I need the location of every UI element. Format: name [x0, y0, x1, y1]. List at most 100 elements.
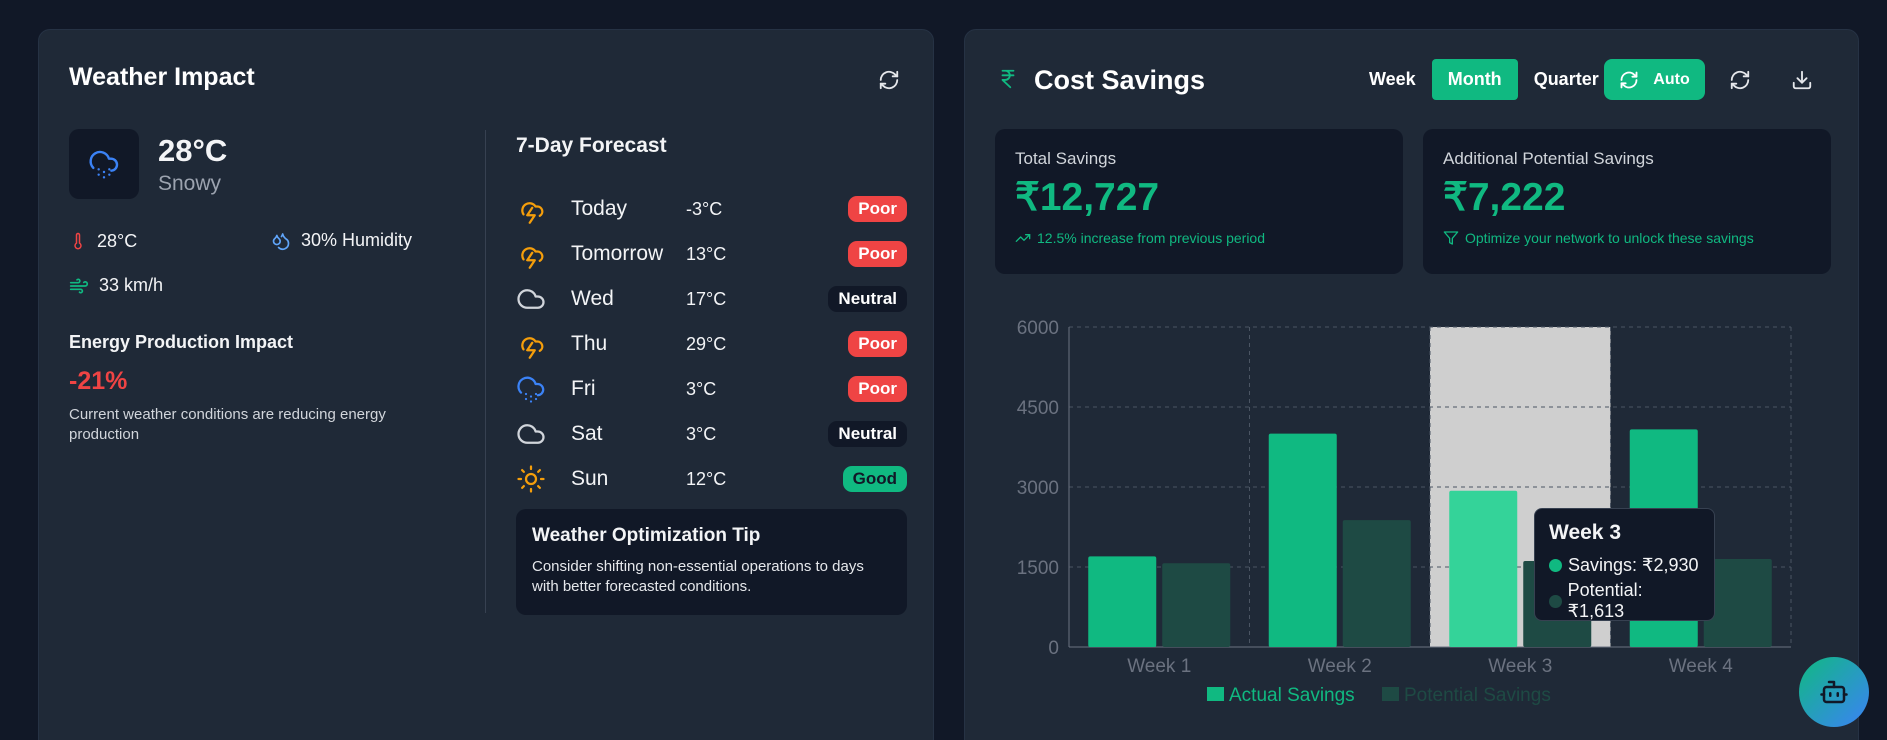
potential-savings-bar — [1342, 520, 1411, 647]
total-savings-card: Total Savings ₹12,727 12.5% increase fro… — [995, 129, 1403, 274]
y-tick-label: 6000 — [1017, 318, 1059, 339]
bot-icon — [1820, 680, 1848, 704]
auto-refresh-button[interactable]: Auto — [1604, 59, 1705, 100]
optimization-tip: Weather Optimization Tip Consider shifti… — [516, 509, 907, 615]
wind-value: 33 km/h — [99, 275, 164, 295]
impact-description: Current weather conditions are reducing … — [69, 406, 386, 443]
legend-actual-swatch — [1207, 687, 1224, 701]
trending-up-icon — [1015, 234, 1031, 242]
legend-potential-label: Potential Savings — [1404, 685, 1551, 706]
y-tick-label: 4500 — [1017, 398, 1059, 419]
tooltip-savings-row: Savings: ₹2,930 — [1549, 555, 1700, 576]
tip-title: Weather Optimization Tip — [532, 525, 761, 546]
actual-savings-bar — [1088, 556, 1157, 647]
tooltip-savings: Savings: ₹2,930 — [1568, 555, 1699, 575]
forecast-day: Tomorrow — [571, 242, 664, 265]
cost-title: Cost Savings — [1034, 65, 1206, 95]
forecast-temp: 29°C — [686, 334, 727, 354]
forecast-row: Sat 3°C Neutral — [516, 413, 907, 453]
forecast-row: Tomorrow 13°C Poor — [516, 233, 907, 273]
savings-dot — [1549, 559, 1562, 572]
forecast-day: Fri — [571, 377, 596, 400]
rupee-icon — [997, 65, 1019, 93]
tooltip-potential: Potential: ₹1,613 — [1567, 580, 1643, 621]
wind-icon — [69, 278, 89, 293]
wind-stat: 33 km/h — [69, 275, 163, 296]
status-badge: Poor — [848, 196, 907, 222]
forecast-day: Wed — [571, 287, 614, 310]
potential-savings-label: Additional Potential Savings — [1443, 149, 1654, 168]
forecast-day: Sat — [571, 422, 603, 445]
potential-savings-bar — [1162, 563, 1231, 647]
period-toggle: Week Month Quarter — [1353, 59, 1615, 100]
forecast-temp: 12°C — [686, 469, 727, 489]
status-badge: Poor — [848, 241, 907, 267]
storm-icon — [516, 194, 546, 224]
legend-potential-swatch — [1382, 687, 1399, 701]
cost-refresh-button[interactable] — [1722, 62, 1758, 98]
period-quarter-button[interactable]: Quarter — [1533, 69, 1599, 89]
current-temperature: 28°C — [158, 133, 228, 168]
cloud-icon — [516, 419, 546, 449]
column-divider — [485, 130, 486, 613]
x-tick-label: Week 2 — [1308, 656, 1372, 677]
potential-savings-value: ₹7,222 — [1443, 176, 1566, 219]
assistant-bot-button[interactable] — [1799, 657, 1869, 727]
forecast-temp: 3°C — [686, 424, 717, 444]
chart-tooltip: Week 3 Savings: ₹2,930 Potential: ₹1,613 — [1534, 508, 1715, 621]
total-savings-sub: 12.5% increase from previous period — [1037, 230, 1266, 246]
condition-icon-box — [69, 129, 139, 199]
tooltip-potential-row: Potential: ₹1,613 — [1549, 580, 1700, 622]
download-icon — [1792, 70, 1812, 90]
total-savings-trend: 12.5% increase from previous period — [1015, 230, 1383, 246]
impact-value: -21% — [69, 367, 128, 395]
sun-icon — [516, 464, 546, 494]
forecast-temp: 3°C — [686, 379, 717, 399]
forecast-row: Thu 29°C Poor — [516, 323, 907, 363]
forecast-temp: 13°C — [686, 244, 727, 264]
cloud-icon — [516, 284, 546, 314]
temperature-stat: 28°C — [69, 230, 137, 252]
forecast-row: Today -3°C Poor — [516, 188, 907, 228]
status-badge: Neutral — [828, 286, 907, 312]
potential-dot — [1549, 594, 1562, 608]
forecast-day: Sun — [571, 467, 609, 490]
status-badge: Neutral — [828, 421, 907, 447]
potential-savings-hint: Optimize your network to unlock these sa… — [1443, 230, 1811, 246]
current-condition: Snowy — [158, 172, 222, 195]
status-badge: Good — [842, 466, 907, 492]
download-button[interactable] — [1784, 62, 1820, 98]
auto-label: Auto — [1653, 70, 1690, 88]
droplets-icon — [272, 232, 290, 250]
y-tick-label: 0 — [1048, 638, 1059, 659]
refresh-icon — [1620, 71, 1638, 88]
potential-savings-card: Additional Potential Savings ₹7,222 Opti… — [1423, 129, 1831, 274]
impact-heading: Energy Production Impact — [69, 332, 294, 352]
tooltip-title: Week 3 — [1549, 521, 1621, 544]
weather-impact-panel: Weather Impact 28°C Snowy 28°C 30% Humid… — [38, 29, 934, 740]
period-week-button[interactable]: Week — [1369, 69, 1416, 89]
cost-savings-panel: 0 1500 3000 4500 6000 Week 1 Week 2 Week 3 Week … — [964, 29, 1859, 740]
humidity-value: 30% Humidity — [301, 230, 413, 250]
forecast-day: Today — [571, 197, 628, 220]
y-tick-label: 3000 — [1017, 478, 1059, 499]
forecast-title: 7-Day Forecast — [516, 134, 667, 157]
snow-icon — [516, 374, 546, 404]
status-badge: Poor — [848, 376, 907, 402]
refresh-icon — [879, 70, 899, 90]
total-savings-label: Total Savings — [1015, 149, 1117, 168]
forecast-temp: 17°C — [686, 289, 727, 309]
weather-title: Weather Impact — [69, 63, 255, 91]
potential-savings-sub: Optimize your network to unlock these sa… — [1465, 230, 1754, 246]
total-savings-value: ₹12,727 — [1015, 176, 1160, 219]
forecast-row: Fri 3°C Poor — [516, 368, 907, 408]
filter-icon — [1443, 231, 1459, 245]
forecast-temp: -3°C — [686, 199, 723, 219]
legend-actual-label: Actual Savings — [1229, 685, 1355, 706]
period-month-button[interactable]: Month — [1431, 59, 1518, 100]
storm-icon — [516, 329, 546, 359]
storm-icon — [516, 239, 546, 269]
weather-refresh-button[interactable] — [871, 62, 907, 98]
humidity-stat: 30% Humidity — [271, 230, 412, 251]
forecast-row: Sun 12°C Good — [516, 458, 907, 498]
